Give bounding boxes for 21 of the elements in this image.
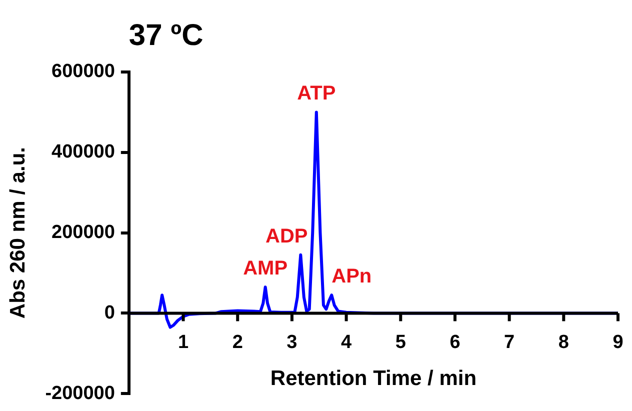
x-tick-label: 5 xyxy=(395,332,406,353)
y-tick-label: 400000 xyxy=(52,142,115,163)
x-tick-label: 9 xyxy=(612,332,624,353)
x-tick-label: 3 xyxy=(286,332,298,353)
y-tick-label: -200000 xyxy=(45,382,115,404)
x-tick-label: 6 xyxy=(450,332,460,353)
y-tick-label: 600000 xyxy=(52,61,115,82)
x-axis-title: Retention Time / min xyxy=(270,367,477,390)
y-tick-label: 0 xyxy=(104,302,115,324)
x-tick-label: 2 xyxy=(232,332,243,353)
y-tick-label: 200000 xyxy=(52,222,115,244)
chart-title: 37 ºC xyxy=(128,19,204,52)
x-tick-label: 1 xyxy=(178,332,189,353)
annotation: ATP xyxy=(297,82,336,105)
x-tick-label: 8 xyxy=(558,332,569,353)
annotation: AMP xyxy=(243,258,288,280)
annotation: ADP xyxy=(266,225,308,248)
annotation: APn xyxy=(332,266,372,288)
x-tick-label: 7 xyxy=(504,332,515,353)
x-tick-label: 4 xyxy=(341,332,352,353)
y-axis-title: Abs 260 nm / a.u. xyxy=(6,147,30,319)
